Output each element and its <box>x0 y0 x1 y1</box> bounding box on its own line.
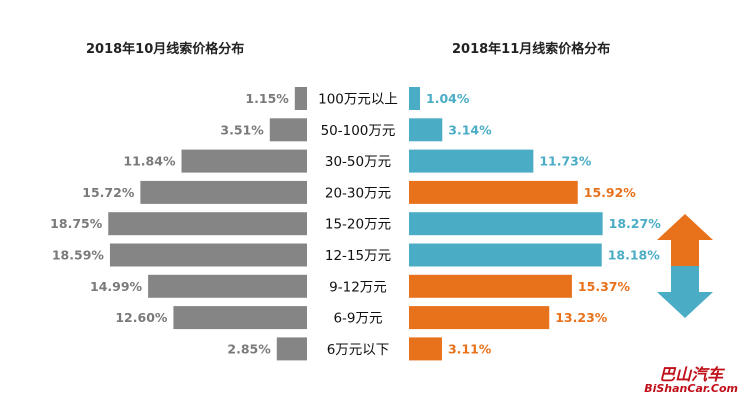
bar-october <box>269 118 307 142</box>
category-label: 15-20万元 <box>325 217 391 233</box>
down-arrow-icon <box>657 266 713 318</box>
bar-november <box>409 274 572 298</box>
data-label-november: 18.27% <box>609 216 662 231</box>
bar-november <box>409 118 443 142</box>
watermark-text: 巴山汽车 <box>659 364 724 384</box>
data-label-october: 3.51% <box>220 122 264 137</box>
data-label-november: 18.18% <box>608 248 661 263</box>
data-label-october: 14.99% <box>90 279 143 294</box>
category-label: 50-100万元 <box>321 123 396 139</box>
chart-title-october: 2018年10月线索价格分布 <box>86 42 245 57</box>
bar-november <box>409 180 578 204</box>
bar-october <box>294 87 307 110</box>
data-label-october: 1.15% <box>245 91 289 106</box>
data-label-november: 11.73% <box>539 154 592 169</box>
watermark-logo: 巴山汽车 BiShanCar.Com <box>644 364 738 396</box>
up-down-arrow-icon <box>657 214 713 318</box>
bar-november <box>409 87 421 110</box>
bar-november <box>409 243 602 267</box>
data-label-october: 12.60% <box>115 310 168 325</box>
category-label: 12-15万元 <box>325 248 391 264</box>
category-label: 6-9万元 <box>333 311 382 327</box>
bar-october <box>173 306 307 330</box>
data-label-november: 13.23% <box>555 310 608 325</box>
bar-october <box>140 180 307 204</box>
bar-october <box>148 274 307 298</box>
data-label-november: 3.11% <box>448 341 492 356</box>
category-label: 20-30万元 <box>325 185 391 201</box>
bar-october <box>181 149 307 173</box>
chart-title-november: 2018年11月线索价格分布 <box>452 42 611 57</box>
data-label-october: 18.75% <box>50 216 103 231</box>
category-label: 6万元以下 <box>327 342 390 358</box>
bar-october <box>276 337 307 361</box>
bar-november <box>409 212 603 236</box>
category-label: 30-50万元 <box>325 154 391 170</box>
category-label: 100万元以上 <box>318 92 398 108</box>
data-label-november: 1.04% <box>426 91 470 106</box>
data-label-october: 2.85% <box>227 341 271 356</box>
category-label: 9-12万元 <box>329 279 387 295</box>
bar-november <box>409 337 442 361</box>
watermark-url: BiShanCar.Com <box>644 382 738 396</box>
bar-november <box>409 149 534 173</box>
data-label-october: 18.59% <box>52 248 105 263</box>
bar-november <box>409 306 550 330</box>
up-arrow-icon <box>657 214 713 266</box>
data-label-october: 11.84% <box>123 154 176 169</box>
data-label-november: 15.37% <box>578 279 631 294</box>
data-label-october: 15.72% <box>82 185 135 200</box>
bar-october <box>108 212 307 236</box>
data-label-november: 3.14% <box>448 122 492 137</box>
data-label-november: 15.92% <box>584 185 637 200</box>
bar-october <box>109 243 307 267</box>
